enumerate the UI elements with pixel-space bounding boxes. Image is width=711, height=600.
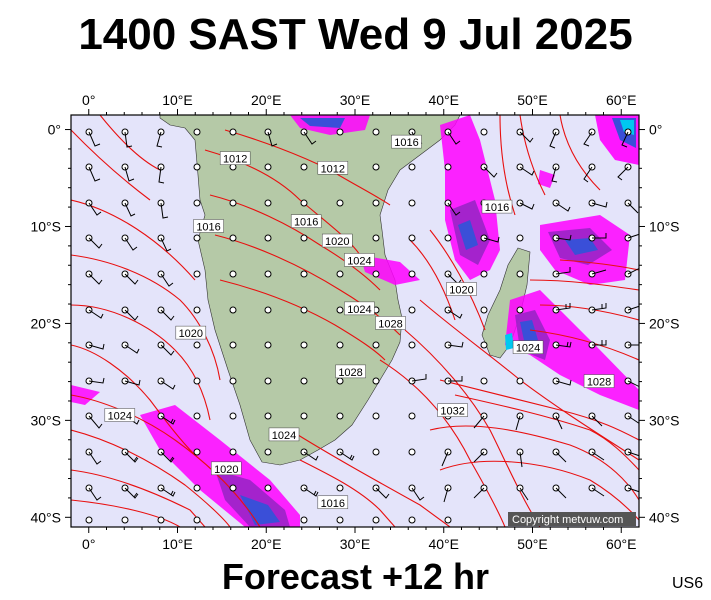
isobar-label-text: 1016: [196, 221, 220, 233]
isobar-label-text: 1024: [108, 411, 132, 423]
isobar-label-text: 1028: [378, 318, 402, 330]
isobar-label-text: 1032: [440, 406, 464, 418]
isobar-label: 1024: [344, 253, 375, 267]
isobar-label-text: 1016: [485, 202, 509, 214]
x-tick-label-top: 60°E: [606, 92, 637, 108]
isobar-label: 1024: [268, 427, 300, 442]
isobar-label-text: 1016: [394, 137, 418, 149]
isobar-label-text: 1024: [516, 343, 540, 355]
isobar-label-text: 1012: [321, 163, 345, 175]
x-tick-label-top: 40°E: [428, 92, 459, 108]
isobar-label: 1024: [104, 408, 136, 423]
isobar-label-text: 1024: [347, 304, 371, 316]
isobar-label-text: 1024: [272, 430, 296, 442]
x-tick-label-top: 20°E: [251, 92, 282, 108]
x-tick-label-bottom: 30°E: [340, 536, 371, 552]
map-axes: 0° 0° 10°E 10°E 20°E 20°E 30°E 30°E 40°E 40°E 50°E…: [30, 92, 679, 552]
isobar-label-text: 1016: [321, 498, 345, 510]
isobar-label-text: 1012: [223, 154, 247, 166]
y-tick-label-right: 0°: [649, 122, 662, 138]
wind-barbs: [88, 131, 639, 503]
isobar-label-text: 1028: [587, 377, 611, 389]
isobar-label: 1020: [322, 233, 353, 248]
isobar-label: 1012: [317, 161, 349, 175]
isobar-label: 1028: [335, 364, 366, 379]
isobar-label: 1024: [344, 301, 375, 316]
y-tick-label-right: 30°S: [649, 412, 680, 428]
isobar-label-text: 1020: [179, 328, 203, 340]
x-tick-label-top: 30°E: [340, 92, 371, 108]
x-tick-label-top: 10°E: [162, 92, 193, 108]
y-tick-label-right: 40°S: [649, 509, 680, 525]
y-tick-label-left: 10°S: [30, 218, 61, 234]
isobar-label: 1016: [391, 134, 422, 149]
isobar-label: 1028: [375, 316, 406, 330]
isobar-label: 1024: [512, 340, 544, 355]
isobar-label-text: 1020: [449, 284, 473, 296]
isobar-labels: 1012 1016 1012 1016 1016 1020 1024 1016 1020 1024…: [104, 134, 615, 510]
isobar-label: 1016: [481, 199, 513, 214]
x-tick-label-bottom: 50°E: [517, 536, 548, 552]
product-code: US6: [672, 575, 704, 592]
y-tick-label-left: 40°S: [30, 509, 61, 525]
isobar-label-text: 1024: [347, 255, 371, 267]
x-tick-label-bottom: 10°E: [162, 536, 193, 552]
y-tick-label-right: 10°S: [649, 218, 680, 234]
isobar-label: 1032: [437, 403, 468, 418]
forecast-label: Forecast +12 hr: [221, 556, 490, 597]
x-tick-label-bottom: 0°: [82, 536, 95, 552]
isobar-label: 1020: [175, 325, 207, 340]
map-title: 1400 SAST Wed 9 Jul 2025: [78, 10, 633, 59]
isobar-label-text: 1028: [338, 367, 362, 379]
y-tick-label-left: 30°S: [30, 412, 61, 428]
isobar-label: 1020: [211, 461, 242, 476]
isobar-label-text: 1020: [214, 464, 238, 476]
x-tick-label-top: 50°E: [517, 92, 548, 108]
isobar-label: 1016: [193, 219, 224, 233]
y-tick-label-right: 20°S: [649, 315, 680, 331]
isobar-label: 1020: [446, 282, 477, 296]
copyright-text: Copyright metvuw.com: [512, 514, 623, 526]
isobar-label: 1016: [290, 214, 322, 229]
isobar-label: 1012: [219, 151, 251, 166]
x-tick-label-top: 0°: [82, 92, 95, 108]
isobar-label: 1028: [583, 374, 615, 389]
y-tick-label-left: 0°: [48, 122, 61, 138]
isobar-label: 1016: [317, 495, 349, 510]
x-tick-label-bottom: 60°E: [606, 536, 637, 552]
copyright-badge: Copyright metvuw.com: [508, 512, 636, 526]
y-tick-label-left: 20°S: [30, 315, 61, 331]
isobar-label-text: 1016: [294, 217, 318, 229]
x-tick-label-bottom: 40°E: [428, 536, 459, 552]
x-tick-label-bottom: 20°E: [251, 536, 282, 552]
isobar-label-text: 1020: [325, 236, 349, 248]
